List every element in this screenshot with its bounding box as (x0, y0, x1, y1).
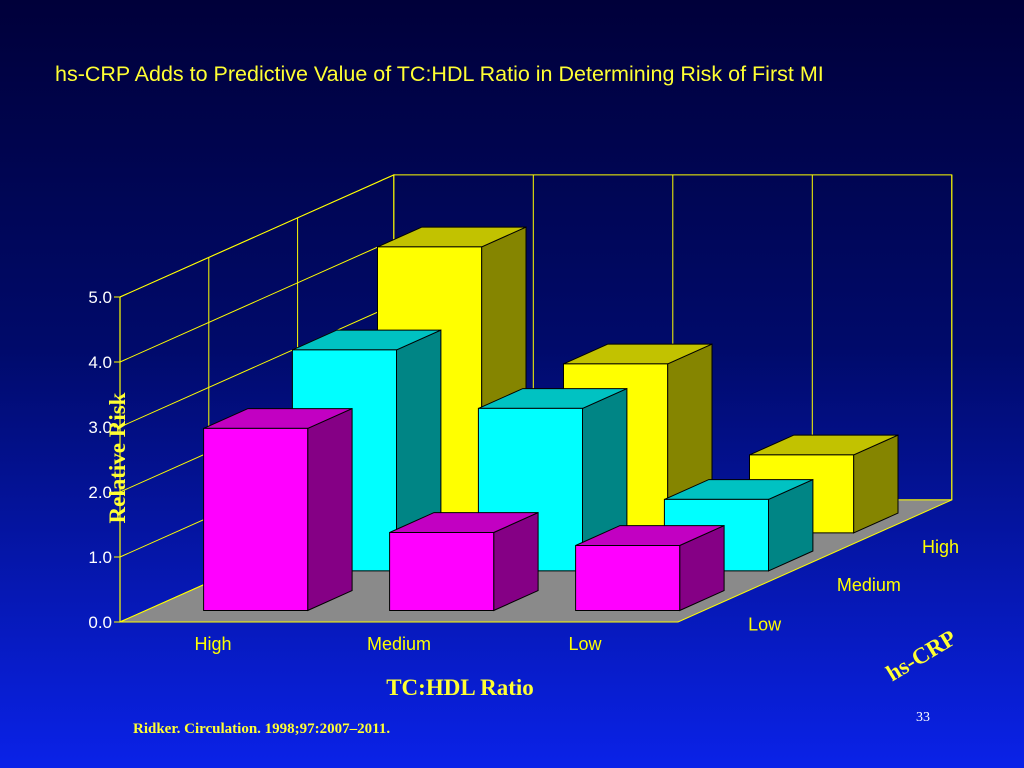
y-tick-label: 4.0 (88, 353, 112, 372)
page-number: 33 (916, 710, 930, 725)
y-tick-label: 3.0 (88, 418, 112, 437)
y-gridline (119, 174, 395, 298)
bar (389, 532, 495, 611)
x-tick-label: Low (568, 634, 602, 654)
bar (203, 427, 309, 611)
x-tick-label: Medium (367, 634, 431, 654)
y-gridline (119, 239, 395, 363)
y-gridline (119, 304, 395, 428)
y-tick-label: 1.0 (88, 548, 112, 567)
y-tick-label: 2.0 (88, 483, 112, 502)
citation: Ridker. Circulation. 1998;97:2007–2011. (133, 721, 391, 737)
bar-side (307, 407, 353, 612)
depth-tick-label: Medium (837, 575, 901, 595)
y-tick-label: 0.0 (88, 613, 112, 632)
x-axis-title: TC:HDL Ratio (386, 675, 534, 700)
depth-axis-title: hs-CRP (882, 625, 961, 686)
slide-title: hs-CRP Adds to Predictive Value of TC:HD… (55, 62, 824, 86)
y-axis-title: Relative Risk (105, 392, 130, 523)
bar (575, 545, 681, 611)
depth-tick-label: High (922, 537, 959, 557)
depth-tick-label: Low (748, 615, 782, 635)
x-tick-label: High (194, 634, 231, 654)
y-tick-label: 5.0 (88, 288, 112, 307)
